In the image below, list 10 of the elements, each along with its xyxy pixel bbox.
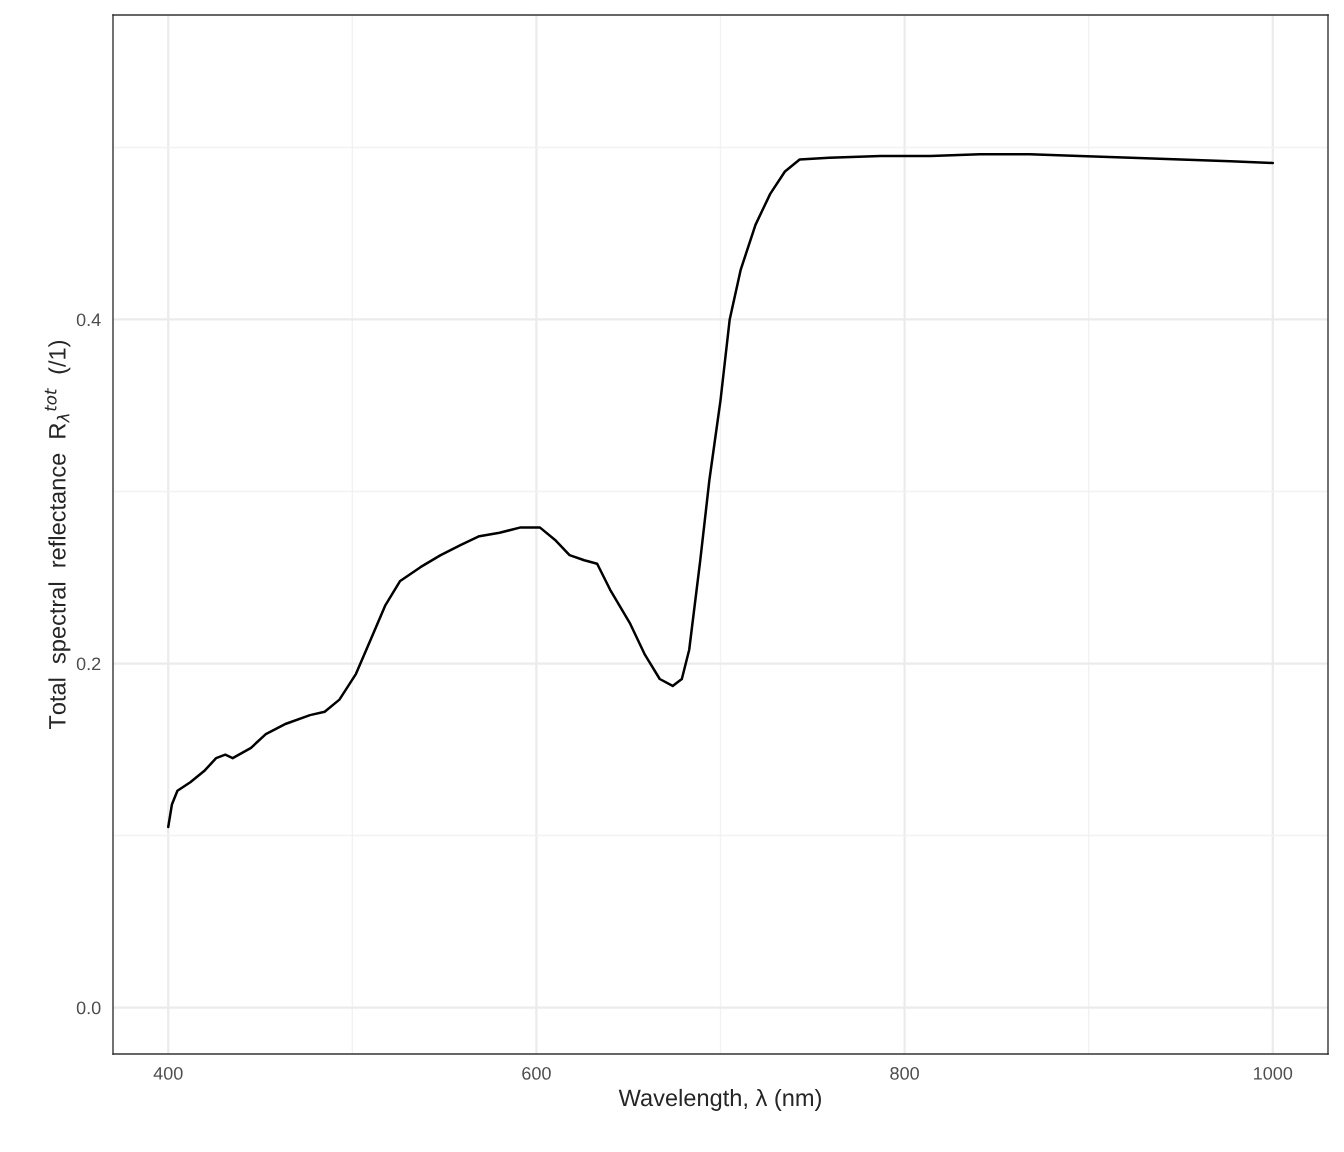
- x-axis-title: Wavelength, λ (nm): [618, 1088, 821, 1111]
- y-tick-label: 0.0: [76, 1001, 101, 1015]
- y-axis-title: Total spectral reflectance R$_{λ}$$^{tot}$ (/1): [44, 340, 71, 730]
- x-tick-label: 600: [522, 1066, 551, 1080]
- x-tick-label: 400: [153, 1066, 183, 1080]
- line-series: [166, 153, 1275, 829]
- x-tick-label: 800: [890, 1066, 919, 1080]
- y-tick-label: 0.4: [76, 313, 101, 327]
- y-tick-label: 0.2: [76, 657, 101, 671]
- x-tick-label: 1000: [1254, 1066, 1293, 1080]
